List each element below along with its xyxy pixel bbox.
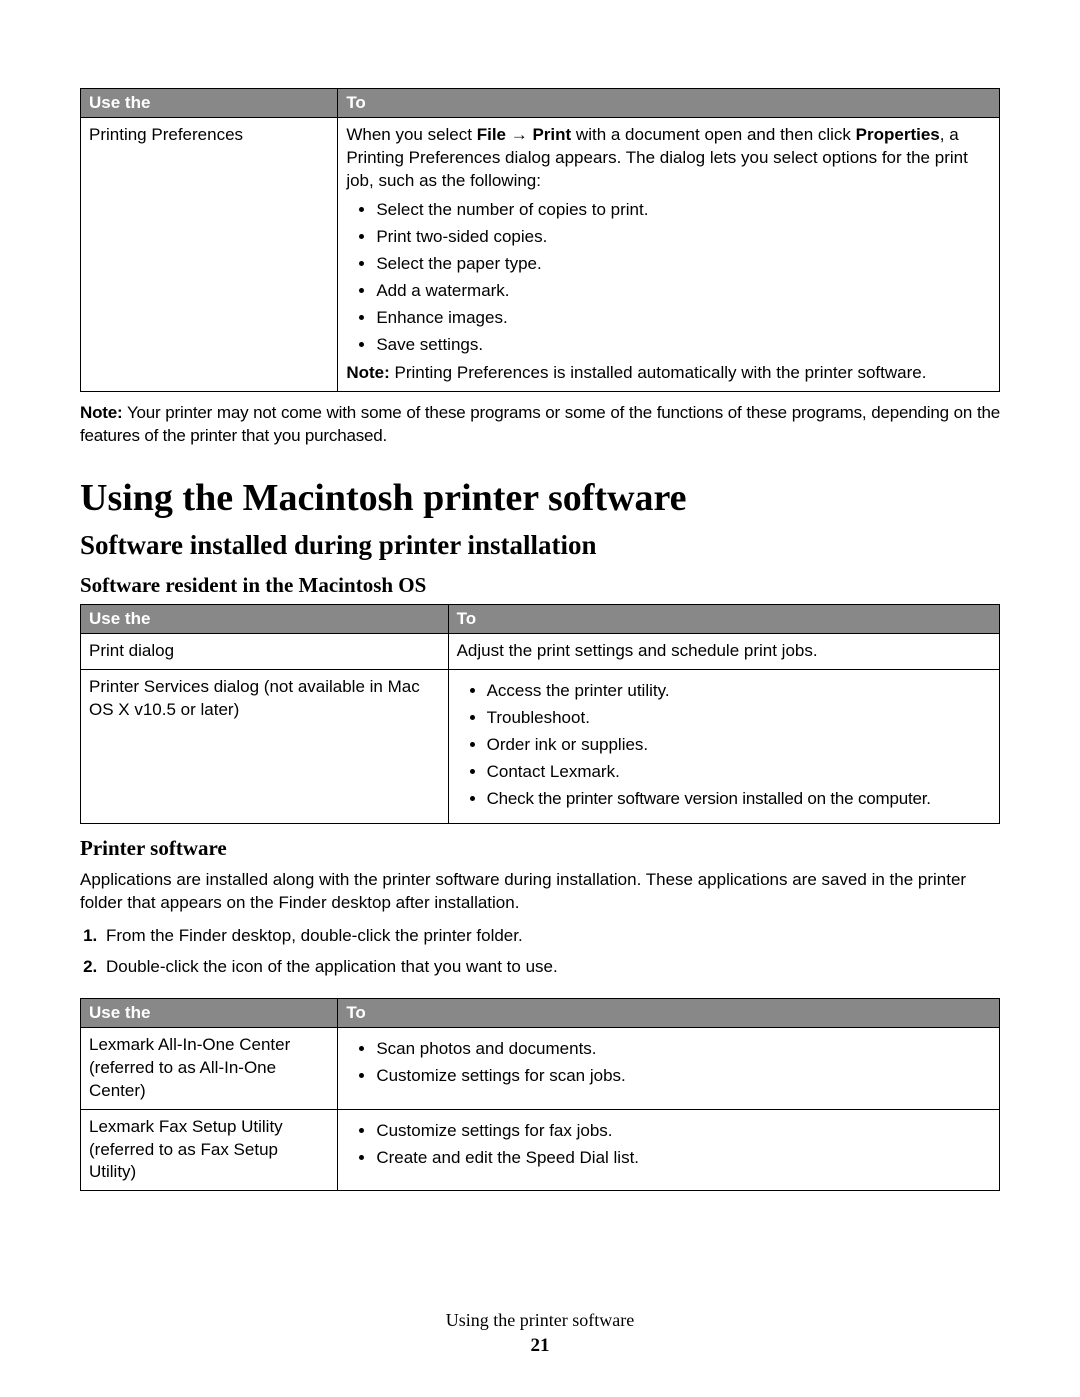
table-printer-software: Use the To Lexmark All-In-One Center (re… xyxy=(80,998,1000,1192)
table1-note: Note: Printing Preferences is installed … xyxy=(346,362,991,385)
table1-bullets: Select the number of copies to print. Pr… xyxy=(346,199,991,357)
table2-header-use: Use the xyxy=(81,605,449,634)
step-item: From the Finder desktop, double-click th… xyxy=(102,923,1000,949)
desc-bold-properties: Properties xyxy=(856,125,940,144)
list-item: Scan photos and documents. xyxy=(376,1038,991,1061)
table3-r2-use: Lexmark Fax Setup Utility (referred to a… xyxy=(81,1109,338,1191)
table-row: Printing Preferences When you select Fil… xyxy=(81,118,1000,392)
use-line1: Lexmark All-In-One Center xyxy=(89,1035,290,1054)
list-item: Save settings. xyxy=(376,334,991,357)
table3-r1-use: Lexmark All-In-One Center (referred to a… xyxy=(81,1027,338,1109)
table3-header-to: To xyxy=(338,998,1000,1027)
steps-list: From the Finder desktop, double-click th… xyxy=(80,923,1000,980)
note-text: Printing Preferences is installed automa… xyxy=(390,363,927,382)
table-macintosh-os: Use the To Print dialog Adjust the print… xyxy=(80,604,1000,824)
table-row: Print dialog Adjust the print settings a… xyxy=(81,634,1000,670)
list-item: Customize settings for scan jobs. xyxy=(376,1065,991,1088)
use-line2: (referred to as Fax Setup Utility) xyxy=(89,1140,278,1182)
table1-cell-use: Printing Preferences xyxy=(81,118,338,392)
table1-header-use: Use the xyxy=(81,89,338,118)
outer-note: Note: Your printer may not come with som… xyxy=(80,402,1000,448)
table-row: Printer Services dialog (not available i… xyxy=(81,670,1000,824)
table-printing-preferences: Use the To Printing Preferences When you… xyxy=(80,88,1000,392)
list-item: Access the printer utility. xyxy=(487,680,991,703)
list-item: Print two-sided copies. xyxy=(376,226,991,249)
printer-software-paragraph: Applications are installed along with th… xyxy=(80,869,1000,915)
desc-pre: When you select xyxy=(346,125,476,144)
table3-r2-to: Customize settings for fax jobs. Create … xyxy=(338,1109,1000,1191)
table3-header-use: Use the xyxy=(81,998,338,1027)
list-item: Select the number of copies to print. xyxy=(376,199,991,222)
heading-software-resident: Software resident in the Macintosh OS xyxy=(80,573,1000,598)
table3-r1-bullets: Scan photos and documents. Customize set… xyxy=(346,1038,991,1088)
use-line1: Lexmark Fax Setup Utility xyxy=(89,1117,283,1136)
table3-r1-to: Scan photos and documents. Customize set… xyxy=(338,1027,1000,1109)
heading-printer-software: Printer software xyxy=(80,836,1000,861)
note-label: Note: xyxy=(346,363,389,382)
table-row: Lexmark All-In-One Center (referred to a… xyxy=(81,1027,1000,1109)
table3-r2-bullets: Customize settings for fax jobs. Create … xyxy=(346,1120,991,1170)
heading-using-macintosh: Using the Macintosh printer software xyxy=(80,476,1000,520)
table2-r2-to: Access the printer utility. Troubleshoot… xyxy=(448,670,999,824)
table1-cell-to: When you select File → Print with a docu… xyxy=(338,118,1000,392)
desc-bold-print: Print xyxy=(532,125,571,144)
list-item: Select the paper type. xyxy=(376,253,991,276)
list-item: Contact Lexmark. xyxy=(487,761,991,784)
desc-mid: with a document open and then click xyxy=(571,125,855,144)
table2-r1-use: Print dialog xyxy=(81,634,449,670)
list-item: Enhance images. xyxy=(376,307,991,330)
footer-title: Using the printer software xyxy=(0,1310,1080,1331)
table-row: Lexmark Fax Setup Utility (referred to a… xyxy=(81,1109,1000,1191)
note-text: Your printer may not come with some of t… xyxy=(80,403,1000,445)
list-item: Order ink or supplies. xyxy=(487,734,991,757)
table2-r2-use: Printer Services dialog (not available i… xyxy=(81,670,449,824)
list-item: Add a watermark. xyxy=(376,280,991,303)
footer-page-number: 21 xyxy=(0,1335,1080,1357)
table2-header-to: To xyxy=(448,605,999,634)
step-item: Double-click the icon of the application… xyxy=(102,954,1000,980)
use-line2: (referred to as All-In-One Center) xyxy=(89,1058,276,1100)
list-item: Check the printer software version insta… xyxy=(487,788,991,811)
desc-bold-file: File xyxy=(477,125,506,144)
document-page: Use the To Printing Preferences When you… xyxy=(0,0,1080,1397)
table2-bullets: Access the printer utility. Troubleshoot… xyxy=(457,680,991,811)
list-item: Create and edit the Speed Dial list. xyxy=(376,1147,991,1170)
list-item: Troubleshoot. xyxy=(487,707,991,730)
arrow-icon: → xyxy=(506,125,532,144)
note-label: Note: xyxy=(80,403,122,422)
table2-r1-to: Adjust the print settings and schedule p… xyxy=(448,634,999,670)
heading-software-installed: Software installed during printer instal… xyxy=(80,530,1000,561)
page-footer: Using the printer software 21 xyxy=(0,1310,1080,1357)
list-item: Customize settings for fax jobs. xyxy=(376,1120,991,1143)
table1-header-to: To xyxy=(338,89,1000,118)
